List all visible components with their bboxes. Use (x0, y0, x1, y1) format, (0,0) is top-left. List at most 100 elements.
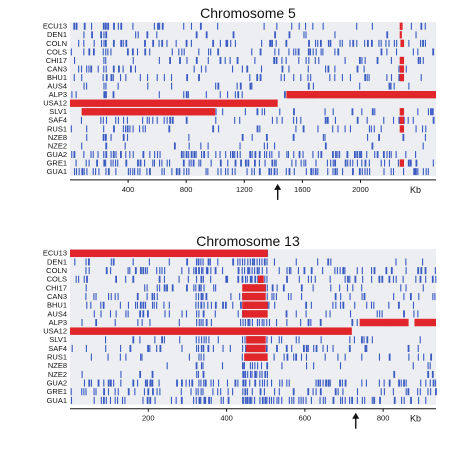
snp-mark (139, 159, 142, 167)
snp-mark (161, 336, 163, 344)
snp-mark (256, 267, 259, 275)
snp-mark (113, 379, 115, 387)
snp-mark (122, 65, 124, 73)
snp-mark (243, 362, 245, 370)
snp-mark (225, 39, 228, 47)
snp-mark (241, 362, 244, 370)
snp-mark (202, 319, 204, 327)
snp-mark (273, 353, 275, 361)
snp-mark (317, 39, 319, 47)
snp-mark (303, 344, 305, 352)
snp-mark (90, 379, 93, 387)
snp-mark (200, 353, 202, 361)
snp-mark (107, 168, 110, 176)
snp-mark (202, 344, 205, 352)
ibd-segment (399, 116, 405, 124)
snp-mark (264, 396, 267, 404)
row-label: RUS1 (47, 353, 67, 362)
snp-mark (85, 159, 87, 167)
snp-mark (103, 39, 105, 47)
snp-mark (244, 336, 246, 344)
snp-mark (324, 133, 326, 141)
snp-mark (144, 284, 146, 292)
snp-mark (115, 159, 117, 167)
snp-mark (156, 31, 158, 39)
snp-mark (261, 39, 263, 47)
snp-mark (204, 379, 207, 387)
x-tick-label: 800 (377, 414, 390, 423)
snp-mark (390, 82, 392, 90)
snp-mark (132, 22, 134, 30)
snp-mark (198, 284, 201, 292)
snp-mark (92, 48, 95, 56)
snp-mark (319, 319, 322, 327)
snp-mark (318, 57, 320, 64)
snp-mark (183, 151, 185, 158)
snp-mark (153, 22, 155, 30)
snp-mark (327, 39, 330, 47)
snp-mark (276, 168, 278, 176)
snp-mark (203, 336, 205, 344)
snp-mark (292, 116, 295, 124)
snp-mark (104, 133, 107, 141)
snp-mark (83, 22, 86, 30)
snp-mark (98, 168, 100, 176)
snp-mark (117, 293, 119, 301)
snp-mark (410, 396, 412, 404)
snp-mark (236, 151, 238, 158)
snp-mark (107, 48, 109, 56)
snp-mark (425, 168, 427, 176)
snp-mark (86, 168, 88, 176)
snp-mark (202, 362, 204, 370)
snp-mark (423, 353, 425, 361)
snp-mark (420, 39, 422, 47)
row-label: CAN3 (47, 292, 67, 301)
snp-mark (78, 275, 80, 283)
snp-mark (322, 379, 324, 387)
snp-mark (288, 168, 291, 176)
snp-mark (251, 396, 253, 404)
snp-mark (74, 258, 76, 266)
snp-mark (349, 125, 352, 133)
snp-mark (279, 108, 281, 116)
snp-mark (352, 284, 354, 292)
snp-mark (281, 379, 283, 387)
snp-mark (102, 48, 104, 56)
snp-mark (369, 168, 371, 176)
snp-mark (227, 168, 229, 176)
snp-mark (326, 116, 329, 124)
snp-mark (251, 133, 253, 141)
snp-mark (259, 370, 261, 378)
snp-mark (263, 319, 265, 327)
snp-mark (417, 310, 419, 318)
snp-mark (200, 362, 203, 370)
snp-mark (227, 91, 229, 99)
snp-mark (71, 151, 73, 158)
snp-mark (129, 125, 131, 133)
snp-mark (378, 275, 381, 283)
snp-mark (146, 168, 148, 176)
snp-mark (234, 91, 236, 99)
snp-mark (415, 125, 417, 133)
row-label: ALP3 (49, 90, 67, 99)
snp-mark (231, 168, 233, 176)
snp-mark (205, 336, 207, 344)
snp-mark (158, 159, 161, 167)
snp-mark (315, 388, 317, 396)
snp-mark (390, 57, 392, 64)
snp-mark (329, 310, 331, 318)
snp-mark (81, 142, 83, 150)
snp-mark (210, 319, 212, 327)
snp-mark (183, 91, 185, 99)
snp-mark (86, 65, 88, 73)
snp-mark (351, 396, 354, 404)
snp-mark (422, 142, 424, 150)
snp-mark (232, 65, 234, 73)
snp-mark (254, 396, 256, 404)
snp-mark (422, 168, 424, 176)
snp-mark (430, 353, 433, 361)
snp-mark (261, 267, 263, 275)
snp-mark (244, 275, 247, 283)
snp-mark (198, 319, 200, 327)
snp-mark (308, 57, 310, 64)
